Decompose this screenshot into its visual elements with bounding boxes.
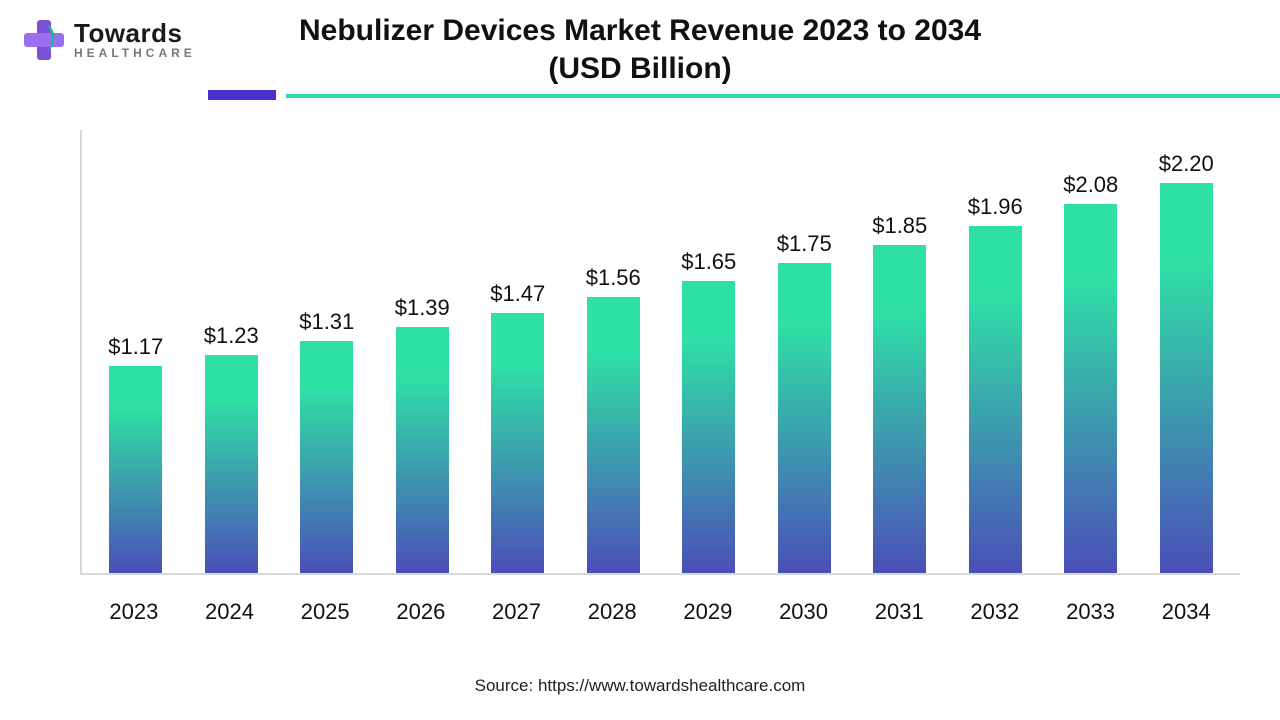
x-axis-label: 2032 bbox=[947, 585, 1043, 635]
x-axis-label: 2026 bbox=[373, 585, 469, 635]
bar bbox=[300, 341, 353, 573]
bar-value-label: $2.08 bbox=[1063, 172, 1118, 198]
bar bbox=[1064, 204, 1117, 573]
revenue-bar-chart: $1.17 $1.23 $1.31 $1.39 $1.47 $1.56 $1.65 $1.75… bbox=[70, 130, 1240, 635]
bar-slot: $1.65 bbox=[661, 130, 757, 573]
bar-value-label: $1.23 bbox=[204, 323, 259, 349]
bar-value-label: $2.20 bbox=[1159, 151, 1214, 177]
bars-container: $1.17 $1.23 $1.31 $1.39 $1.47 $1.56 $1.65 $1.75… bbox=[82, 130, 1240, 573]
bar-slot: $1.85 bbox=[852, 130, 948, 573]
bar-value-label: $1.75 bbox=[777, 231, 832, 257]
bar bbox=[873, 245, 926, 573]
bar-slot: $1.39 bbox=[375, 130, 471, 573]
plot-area: $1.17 $1.23 $1.31 $1.39 $1.47 $1.56 $1.65 $1.75… bbox=[80, 130, 1240, 575]
x-axis-label: 2024 bbox=[182, 585, 278, 635]
x-axis-label: 2030 bbox=[756, 585, 852, 635]
chart-title-line2: (USD Billion) bbox=[0, 50, 1280, 88]
bar bbox=[587, 297, 640, 573]
bar-slot: $1.96 bbox=[948, 130, 1044, 573]
bar-slot: $1.47 bbox=[470, 130, 566, 573]
bar bbox=[491, 313, 544, 573]
bar-value-label: $1.47 bbox=[490, 281, 545, 307]
x-axis-label: 2025 bbox=[277, 585, 373, 635]
bar-value-label: $1.31 bbox=[299, 309, 354, 335]
chart-title: Nebulizer Devices Market Revenue 2023 to… bbox=[0, 12, 1280, 87]
bar-value-label: $1.65 bbox=[681, 249, 736, 275]
x-axis-label: 2029 bbox=[660, 585, 756, 635]
bar-slot: $1.31 bbox=[279, 130, 375, 573]
x-axis-label: 2023 bbox=[86, 585, 182, 635]
source-citation: Source: https://www.towardshealthcare.co… bbox=[0, 676, 1280, 696]
divider-accent-teal bbox=[286, 94, 1280, 98]
bar bbox=[396, 327, 449, 573]
title-divider bbox=[190, 92, 1280, 98]
bar-slot: $1.17 bbox=[88, 130, 184, 573]
divider-accent-purple bbox=[208, 90, 276, 100]
bar-value-label: $1.17 bbox=[108, 334, 163, 360]
bar-slot: $1.75 bbox=[757, 130, 853, 573]
bar bbox=[1160, 183, 1213, 573]
x-axis-labels: 2023202420252026202720282029203020312032… bbox=[80, 585, 1240, 635]
chart-title-line1: Nebulizer Devices Market Revenue 2023 to… bbox=[0, 12, 1280, 50]
bar bbox=[778, 263, 831, 573]
bar bbox=[682, 281, 735, 573]
x-axis-label: 2028 bbox=[564, 585, 660, 635]
bar-slot: $1.56 bbox=[566, 130, 662, 573]
bar-value-label: $1.96 bbox=[968, 194, 1023, 220]
bar bbox=[205, 355, 258, 573]
bar-value-label: $1.85 bbox=[872, 213, 927, 239]
bar bbox=[969, 226, 1022, 573]
bar-value-label: $1.39 bbox=[395, 295, 450, 321]
x-axis-label: 2031 bbox=[851, 585, 947, 635]
bar-slot: $2.20 bbox=[1139, 130, 1235, 573]
bar bbox=[109, 366, 162, 573]
x-axis-label: 2034 bbox=[1138, 585, 1234, 635]
bar-slot: $2.08 bbox=[1043, 130, 1139, 573]
bar-slot: $1.23 bbox=[184, 130, 280, 573]
x-axis-label: 2033 bbox=[1043, 585, 1139, 635]
bar-value-label: $1.56 bbox=[586, 265, 641, 291]
x-axis-label: 2027 bbox=[469, 585, 565, 635]
